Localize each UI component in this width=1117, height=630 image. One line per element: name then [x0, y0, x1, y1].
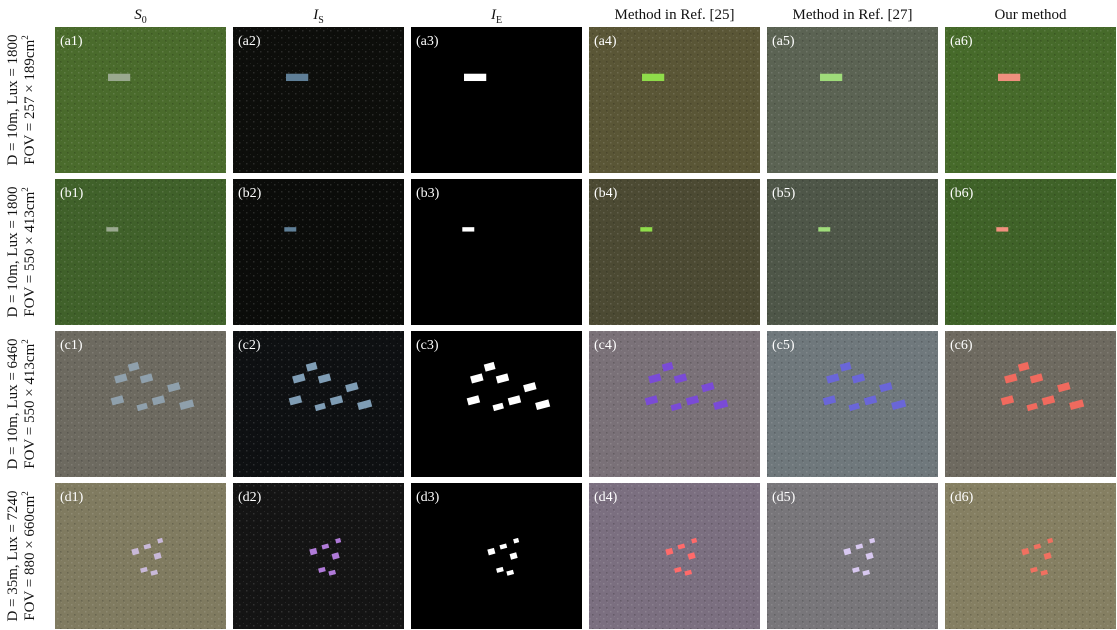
image-panel: (c5) — [767, 331, 938, 477]
row-label: D = 10m, Lux = 1800FOV = 550 × 413cm2 — [5, 186, 38, 317]
row-label: D = 10m, Lux = 6460FOV = 550 × 413cm2 — [5, 338, 38, 469]
row-label-line: D = 10m, Lux = 1800 — [5, 186, 21, 317]
image-panel: (b5) — [767, 179, 938, 325]
row-label-line: FOV = 257 × 189cm2 — [20, 35, 38, 164]
figure: S0 IS IE Method in Ref. [25] Method in Ref. … — [0, 0, 1117, 630]
column-header: S0 — [134, 7, 147, 26]
panel-label: (d3) — [416, 490, 440, 505]
row-label-line: D = 35m, Lux = 7240 — [5, 490, 21, 621]
panel-label: (c5) — [772, 338, 795, 353]
panel-label: (b6) — [950, 186, 974, 201]
target — [286, 74, 308, 81]
row-label-line: D = 10m, Lux = 1800 — [5, 34, 21, 165]
panel-label: (d4) — [594, 490, 618, 505]
target — [108, 74, 130, 81]
row-label: D = 35m, Lux = 7240FOV = 880 × 660cm2 — [5, 490, 38, 621]
column-header: Method in Ref. [27] — [793, 7, 913, 23]
image-panel: (b3) — [411, 179, 582, 325]
panel-label: (c4) — [594, 338, 617, 353]
panel-label: (c2) — [238, 338, 261, 353]
column-header: IE — [490, 7, 502, 26]
target — [284, 227, 296, 231]
image-panel: (b1) — [55, 179, 226, 325]
image-panel: (a5) — [767, 27, 938, 173]
image-panel: (a6) — [945, 27, 1116, 173]
column-header: Method in Ref. [25] — [615, 7, 735, 23]
column-header: Our method — [994, 7, 1067, 23]
image-panel: (d2) — [233, 483, 404, 629]
image-panel: (a3) — [411, 27, 582, 173]
image-panel: (b4) — [589, 179, 760, 325]
image-panel: (c2) — [233, 331, 404, 477]
panel-label: (d5) — [772, 490, 796, 505]
panel-label: (d2) — [238, 490, 262, 505]
image-panel: (a4) — [589, 27, 760, 173]
image-panel: (d6) — [945, 483, 1116, 629]
image-panel: (b2) — [233, 179, 404, 325]
panel-label: (b2) — [238, 186, 262, 201]
panel-label: (a2) — [238, 34, 261, 49]
target — [642, 74, 664, 81]
row-label-line: D = 10m, Lux = 6460 — [5, 338, 21, 469]
panel-label: (d1) — [60, 490, 84, 505]
target — [996, 227, 1008, 231]
panel-label: (a4) — [594, 34, 617, 49]
target — [998, 74, 1020, 81]
image-panel: (c3) — [411, 331, 582, 477]
image-panel: (c6) — [945, 331, 1116, 477]
panel-label: (a1) — [60, 34, 83, 49]
panel-label: (a3) — [416, 34, 439, 49]
target — [462, 227, 474, 231]
target — [818, 227, 830, 231]
image-panel: (b6) — [945, 179, 1116, 325]
panel-label: (b5) — [772, 186, 796, 201]
column-header: IS — [312, 7, 324, 26]
image-panel: (d3) — [411, 483, 582, 629]
row-label-line: FOV = 880 × 660cm2 — [20, 491, 38, 620]
panel-label: (b1) — [60, 186, 84, 201]
image-panel: (d5) — [767, 483, 938, 629]
image-panel: (c4) — [589, 331, 760, 477]
panel-label: (c6) — [950, 338, 973, 353]
target — [640, 227, 652, 231]
panel-label: (b4) — [594, 186, 618, 201]
row-label-line: FOV = 550 × 413cm2 — [20, 187, 38, 316]
image-panel: (c1) — [55, 331, 226, 477]
target — [464, 74, 486, 81]
image-panel: (d1) — [55, 483, 226, 629]
panel-label: (d6) — [950, 490, 974, 505]
row-label-line: FOV = 550 × 413cm2 — [20, 339, 38, 468]
panel-label: (a6) — [950, 34, 973, 49]
image-panel: (d4) — [589, 483, 760, 629]
panel-label: (b3) — [416, 186, 440, 201]
panel-label: (a5) — [772, 34, 795, 49]
target — [106, 227, 118, 231]
target — [820, 74, 842, 81]
panel-label: (c1) — [60, 338, 83, 353]
image-panel: (a2) — [233, 27, 404, 173]
panel-label: (c3) — [416, 338, 439, 353]
image-panel: (a1) — [55, 27, 226, 173]
